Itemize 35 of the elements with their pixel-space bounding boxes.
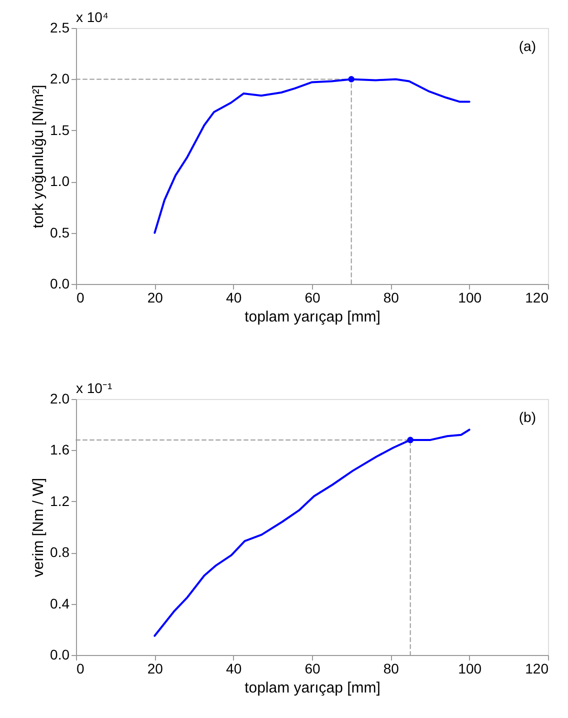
x-tick-label: 0 (76, 660, 84, 676)
x-tick-label: 60 (304, 290, 320, 306)
y-tick-label: 2.0 (50, 390, 70, 406)
x-tick-label: 120 (525, 660, 549, 676)
x-tick-label: 0 (76, 290, 84, 306)
annotation: (a) (518, 38, 536, 54)
text: x 10⁴ (76, 9, 108, 25)
text: x 10⁻¹ (76, 380, 112, 396)
x-tick-label: 40 (226, 660, 242, 676)
x-tick-label: 80 (383, 290, 400, 306)
y-tick-label: 1.2 (50, 492, 70, 509)
y-tick-label: 0.8 (50, 544, 70, 560)
x-axis-title: toplam yarıçap [mm] (244, 680, 380, 696)
line-series (154, 428, 470, 637)
y-axis-title: verim [Nm / W] (30, 478, 48, 578)
x-tick-label: 20 (147, 660, 164, 676)
y-tick-label: 1.5 (50, 122, 70, 138)
x-tick-label: 120 (525, 290, 549, 306)
y-tick-label: 0.0 (50, 646, 70, 662)
y-tick-label: 2.0 (50, 70, 70, 87)
x-tick-label: 100 (458, 290, 482, 306)
annotation: (b) (518, 409, 536, 425)
y-tick-label: 1.6 (50, 442, 70, 458)
y-axis-title: tork yoğunluğu [N/m²] (30, 84, 48, 228)
x-axis-title: toplam yarıçap [mm] (244, 308, 380, 326)
x-tick-label: 20 (147, 290, 164, 306)
y-tick-label: 2.5 (50, 20, 70, 36)
x-tick-label: 40 (226, 290, 242, 306)
x-tick-label: 60 (304, 660, 320, 676)
y-tick-label: 0.0 (50, 276, 70, 292)
x-tick-label: 80 (383, 660, 400, 676)
y-tick-label: 0.5 (50, 224, 70, 240)
y-tick-label: 1.0 (50, 173, 70, 190)
y-tick-label: 0.4 (50, 595, 70, 612)
x-tick-label: 100 (458, 660, 482, 676)
